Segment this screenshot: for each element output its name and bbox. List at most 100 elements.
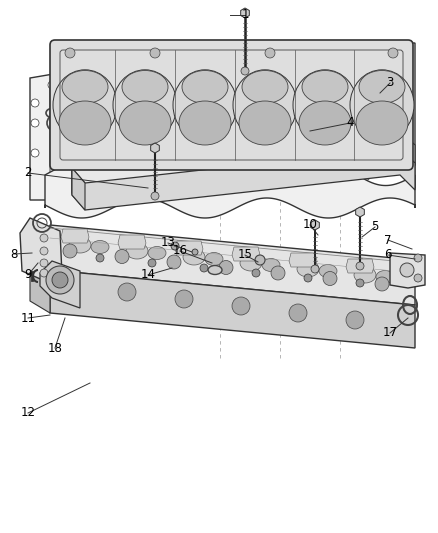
Circle shape: [271, 266, 285, 280]
Ellipse shape: [319, 264, 337, 278]
Ellipse shape: [205, 253, 223, 265]
Ellipse shape: [133, 80, 237, 156]
Polygon shape: [232, 247, 260, 261]
Ellipse shape: [350, 70, 414, 140]
Polygon shape: [72, 131, 415, 208]
Circle shape: [81, 183, 89, 191]
Circle shape: [200, 264, 208, 272]
Text: 3: 3: [386, 77, 394, 90]
Text: 10: 10: [303, 219, 318, 231]
Circle shape: [286, 165, 294, 173]
Polygon shape: [390, 253, 425, 288]
Circle shape: [146, 77, 154, 85]
Polygon shape: [55, 45, 408, 65]
Circle shape: [167, 255, 181, 269]
Polygon shape: [45, 160, 415, 218]
Circle shape: [356, 279, 364, 287]
Circle shape: [216, 171, 224, 179]
Ellipse shape: [182, 70, 228, 103]
Circle shape: [171, 242, 179, 250]
Circle shape: [181, 175, 189, 183]
Circle shape: [114, 77, 122, 85]
Ellipse shape: [150, 188, 160, 195]
Circle shape: [81, 79, 89, 87]
Circle shape: [316, 162, 324, 170]
Ellipse shape: [63, 90, 167, 166]
Circle shape: [316, 64, 324, 72]
Circle shape: [40, 259, 48, 267]
Ellipse shape: [239, 101, 291, 145]
Polygon shape: [50, 270, 415, 348]
Circle shape: [31, 119, 39, 127]
Circle shape: [151, 192, 159, 200]
Ellipse shape: [183, 249, 205, 265]
Ellipse shape: [69, 237, 91, 253]
Ellipse shape: [233, 70, 297, 140]
Text: 1: 1: [241, 9, 249, 21]
Ellipse shape: [299, 101, 351, 145]
Ellipse shape: [293, 70, 357, 140]
Circle shape: [404, 67, 412, 75]
Text: 16: 16: [173, 245, 187, 257]
Circle shape: [214, 71, 222, 79]
Circle shape: [63, 244, 77, 258]
Circle shape: [386, 59, 394, 67]
Circle shape: [216, 71, 224, 79]
Text: 18: 18: [48, 342, 63, 354]
Circle shape: [252, 269, 260, 277]
Ellipse shape: [385, 62, 395, 69]
Text: 13: 13: [161, 237, 176, 249]
Circle shape: [46, 266, 74, 294]
Circle shape: [289, 304, 307, 322]
Ellipse shape: [273, 55, 377, 131]
Circle shape: [118, 283, 136, 301]
Polygon shape: [30, 258, 50, 313]
Circle shape: [282, 166, 290, 174]
Circle shape: [351, 159, 359, 167]
Circle shape: [311, 265, 319, 273]
Ellipse shape: [119, 101, 171, 145]
Ellipse shape: [173, 70, 237, 140]
Text: 12: 12: [21, 407, 35, 419]
Circle shape: [404, 147, 412, 155]
Ellipse shape: [179, 101, 231, 145]
Circle shape: [214, 172, 222, 180]
Ellipse shape: [302, 70, 348, 103]
Text: 17: 17: [382, 327, 398, 340]
Text: 5: 5: [371, 221, 379, 233]
Circle shape: [65, 48, 75, 58]
Circle shape: [31, 149, 39, 157]
Ellipse shape: [220, 183, 230, 190]
Polygon shape: [30, 43, 415, 200]
Ellipse shape: [148, 246, 166, 260]
Circle shape: [414, 254, 422, 262]
Circle shape: [192, 249, 198, 255]
Text: 15: 15: [237, 248, 252, 262]
Circle shape: [150, 48, 160, 58]
Circle shape: [48, 185, 56, 193]
Ellipse shape: [297, 261, 319, 277]
Circle shape: [114, 180, 122, 188]
Circle shape: [282, 66, 290, 74]
Text: 7: 7: [384, 233, 392, 246]
Circle shape: [219, 261, 233, 274]
Polygon shape: [50, 50, 400, 193]
Circle shape: [351, 61, 359, 69]
Circle shape: [146, 177, 154, 185]
Polygon shape: [20, 218, 62, 281]
Circle shape: [31, 99, 39, 107]
Circle shape: [414, 274, 422, 282]
Text: 8: 8: [11, 247, 18, 261]
Ellipse shape: [53, 70, 117, 140]
Circle shape: [375, 277, 389, 291]
Ellipse shape: [62, 70, 108, 103]
Circle shape: [404, 92, 412, 100]
Circle shape: [248, 68, 256, 76]
Ellipse shape: [59, 101, 111, 145]
Circle shape: [40, 234, 48, 242]
Ellipse shape: [356, 101, 408, 145]
Ellipse shape: [240, 255, 262, 271]
Circle shape: [96, 254, 104, 262]
Ellipse shape: [203, 67, 307, 143]
Circle shape: [304, 274, 312, 282]
